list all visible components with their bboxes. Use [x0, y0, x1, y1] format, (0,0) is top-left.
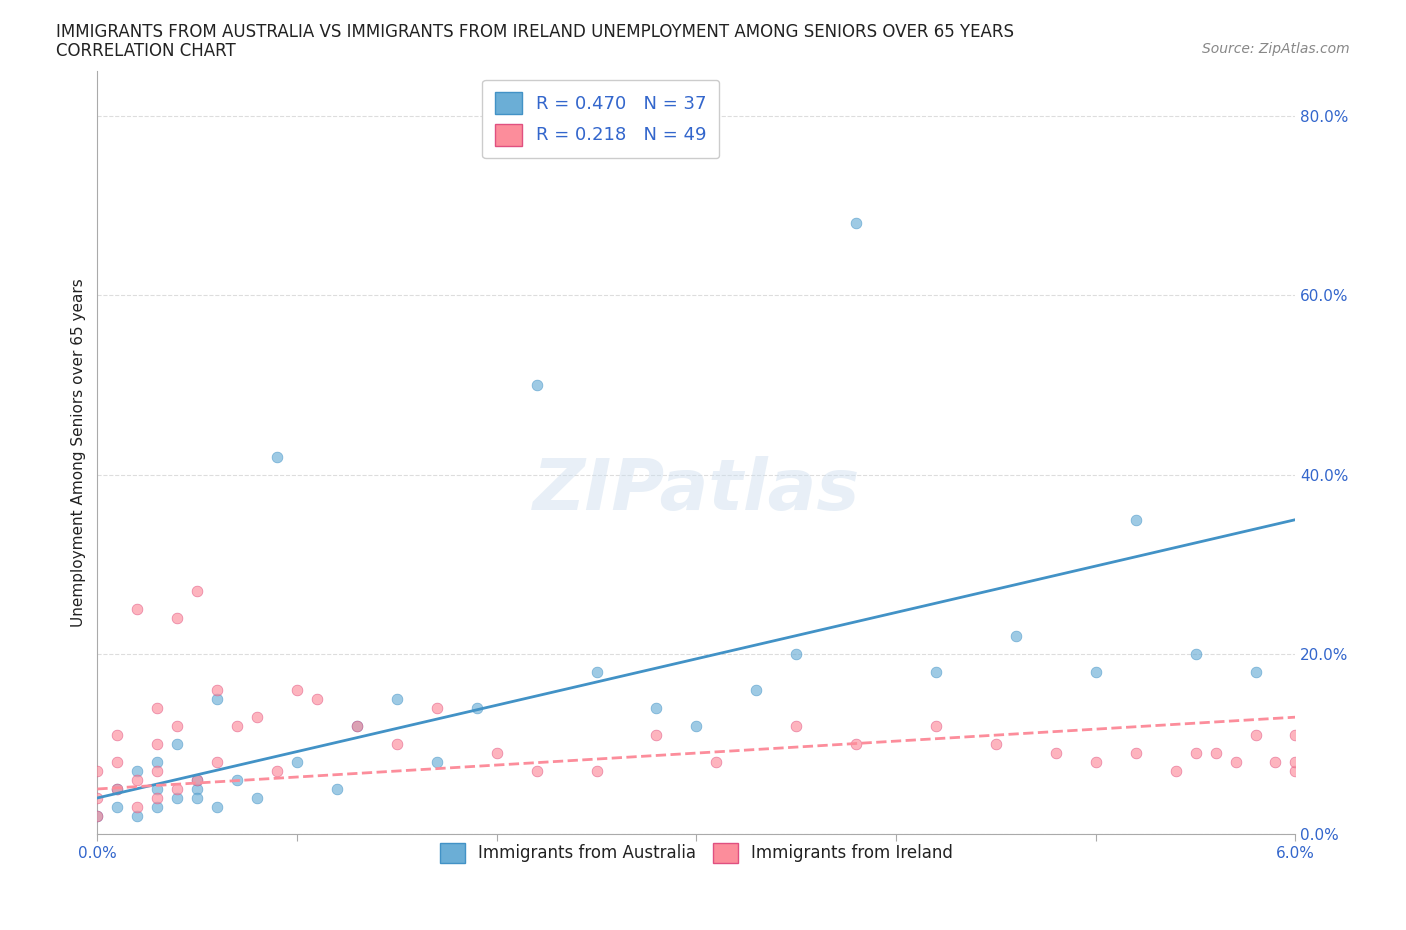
Point — [1184, 647, 1206, 662]
Text: IMMIGRANTS FROM AUSTRALIA VS IMMIGRANTS FROM IRELAND UNEMPLOYMENT AMONG SENIORS : IMMIGRANTS FROM AUSTRALIA VS IMMIGRANTS … — [56, 23, 1014, 41]
Point — [146, 800, 169, 815]
Point — [326, 781, 349, 796]
Point — [186, 781, 208, 796]
Point — [127, 602, 149, 617]
Point — [186, 773, 208, 788]
Point — [226, 773, 249, 788]
Point — [1045, 746, 1067, 761]
Point — [127, 800, 149, 815]
Point — [205, 692, 228, 707]
Point — [105, 727, 128, 742]
Point — [105, 781, 128, 796]
Y-axis label: Unemployment Among Seniors over 65 years: Unemployment Among Seniors over 65 years — [72, 278, 86, 627]
Point — [166, 790, 188, 805]
Point — [526, 764, 548, 778]
Point — [785, 647, 807, 662]
Point — [385, 692, 408, 707]
Point — [1244, 727, 1267, 742]
Point — [984, 737, 1007, 751]
Point — [1284, 754, 1306, 769]
Point — [1084, 754, 1107, 769]
Point — [1084, 665, 1107, 680]
Point — [205, 800, 228, 815]
Point — [166, 719, 188, 734]
Point — [426, 754, 449, 769]
Point — [1205, 746, 1227, 761]
Text: ZIPatlas: ZIPatlas — [533, 456, 860, 525]
Point — [186, 790, 208, 805]
Point — [526, 378, 548, 392]
Point — [146, 781, 169, 796]
Point — [146, 737, 169, 751]
Point — [1284, 727, 1306, 742]
Point — [645, 700, 668, 715]
Point — [86, 808, 108, 823]
Point — [146, 790, 169, 805]
Point — [1164, 764, 1187, 778]
Point — [285, 754, 308, 769]
Point — [285, 683, 308, 698]
Point — [166, 781, 188, 796]
Point — [246, 710, 269, 724]
Point — [346, 719, 368, 734]
Point — [127, 808, 149, 823]
Point — [1125, 512, 1147, 527]
Point — [645, 727, 668, 742]
Point — [685, 719, 707, 734]
Point — [146, 764, 169, 778]
Point — [86, 764, 108, 778]
Point — [465, 700, 488, 715]
Point — [845, 216, 868, 231]
Point — [1284, 764, 1306, 778]
Point — [485, 746, 508, 761]
Point — [346, 719, 368, 734]
Text: CORRELATION CHART: CORRELATION CHART — [56, 42, 236, 60]
Point — [585, 764, 607, 778]
Point — [925, 665, 948, 680]
Point — [845, 737, 868, 751]
Text: Source: ZipAtlas.com: Source: ZipAtlas.com — [1202, 42, 1350, 56]
Point — [105, 800, 128, 815]
Point — [426, 700, 449, 715]
Point — [166, 611, 188, 626]
Point — [1005, 629, 1028, 644]
Point — [745, 683, 768, 698]
Point — [305, 692, 328, 707]
Point — [205, 683, 228, 698]
Point — [205, 754, 228, 769]
Point — [1264, 754, 1286, 769]
Point — [785, 719, 807, 734]
Point — [266, 764, 288, 778]
Point — [266, 449, 288, 464]
Point — [105, 754, 128, 769]
Point — [1244, 665, 1267, 680]
Point — [127, 764, 149, 778]
Point — [925, 719, 948, 734]
Point — [1225, 754, 1247, 769]
Point — [385, 737, 408, 751]
Point — [1125, 746, 1147, 761]
Point — [105, 781, 128, 796]
Point — [186, 584, 208, 599]
Point — [1184, 746, 1206, 761]
Point — [186, 773, 208, 788]
Point — [146, 754, 169, 769]
Point — [86, 790, 108, 805]
Point — [127, 773, 149, 788]
Point — [226, 719, 249, 734]
Legend: Immigrants from Australia, Immigrants from Ireland: Immigrants from Australia, Immigrants fr… — [432, 834, 962, 871]
Point — [246, 790, 269, 805]
Point — [166, 737, 188, 751]
Point — [86, 808, 108, 823]
Point — [585, 665, 607, 680]
Point — [146, 700, 169, 715]
Point — [706, 754, 728, 769]
